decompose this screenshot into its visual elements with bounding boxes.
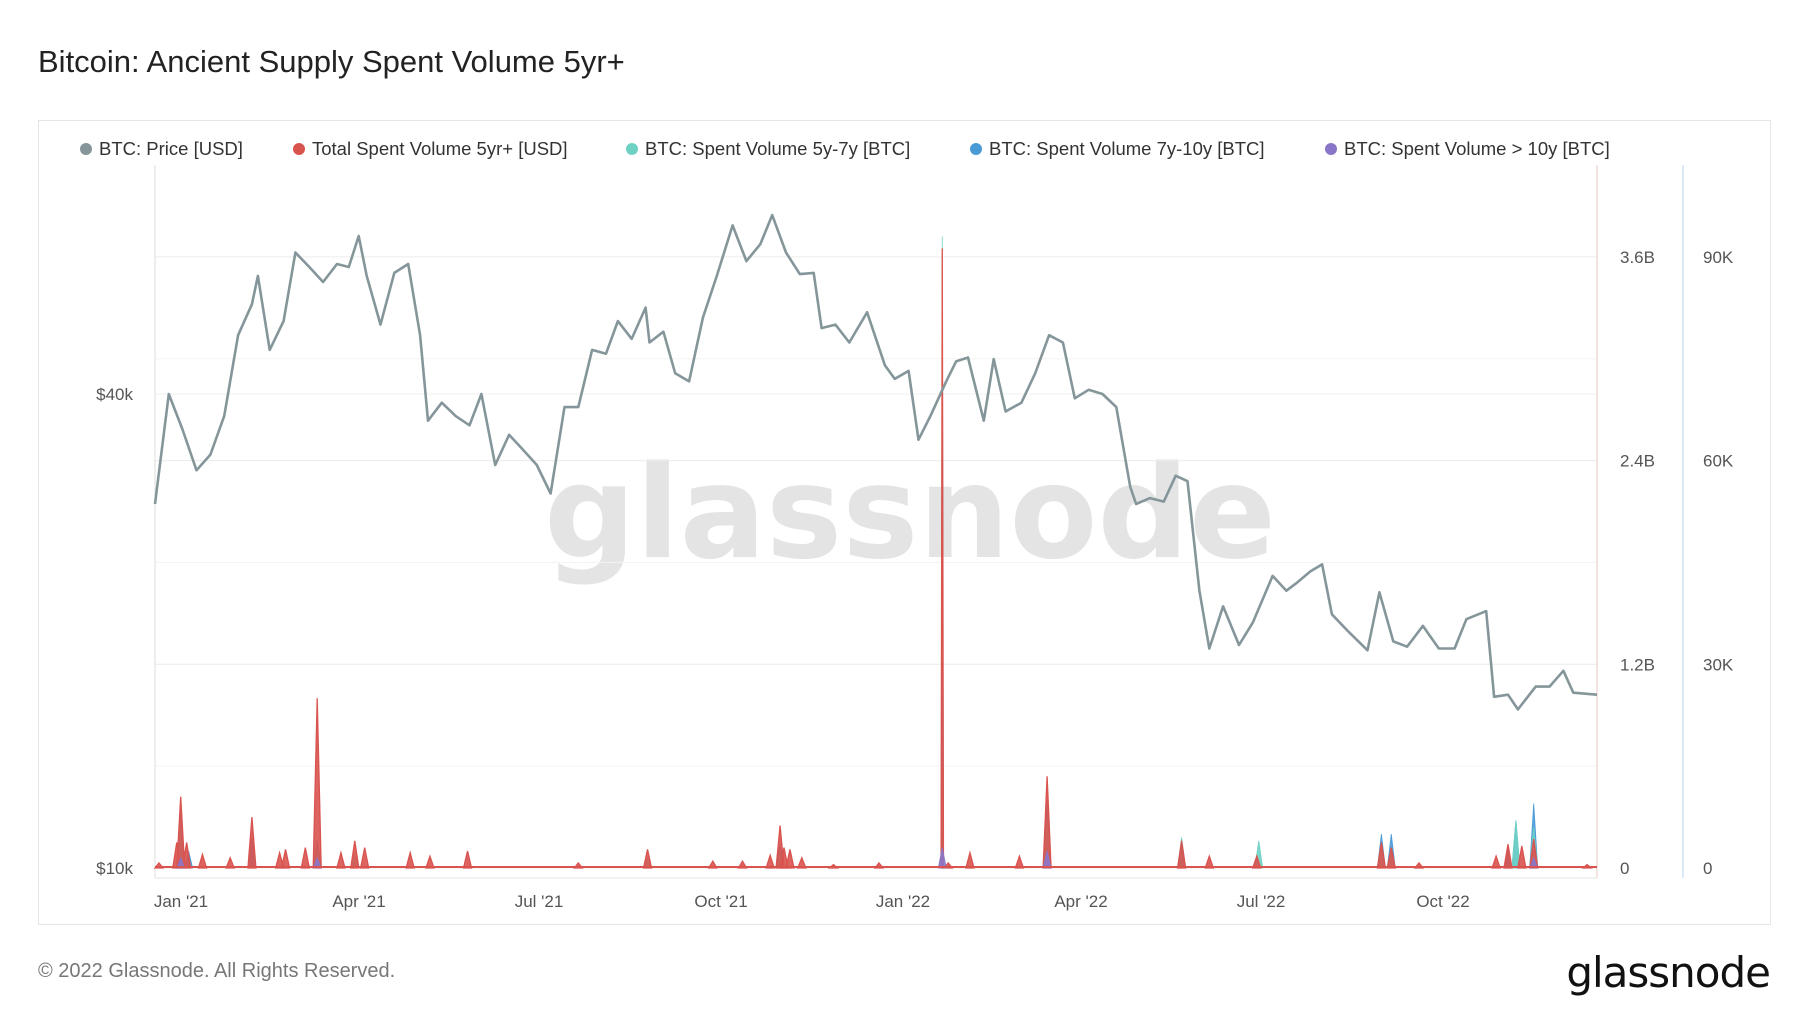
- x-tick-label: Jul '21: [515, 892, 564, 911]
- y-usd-tick-label: 2.4B: [1620, 452, 1655, 471]
- y-left-tick-label: $40k: [96, 385, 133, 404]
- copyright-text: © 2022 Glassnode. All Rights Reserved.: [38, 960, 396, 982]
- spike-total_usd: [197, 852, 208, 869]
- y-usd-tick-label: 1.2B: [1620, 655, 1655, 674]
- spike-total_usd: [462, 850, 473, 869]
- x-tick-label: Oct '22: [1416, 892, 1469, 911]
- legend-item-10y-plus[interactable]: BTC: Spent Volume > 10y [BTC]: [1325, 138, 1610, 160]
- y-left-tick-label: $10k: [96, 859, 133, 878]
- legend-item-5y-7y[interactable]: BTC: Spent Volume 5y-7y [BTC]: [626, 138, 910, 160]
- watermark: glassnode: [544, 439, 1276, 588]
- chart-frame: [38, 120, 1771, 925]
- glassnode-logo: glassnode: [1566, 948, 1771, 997]
- legend-dot-icon: [293, 143, 305, 155]
- legend-dot-icon: [970, 143, 982, 155]
- legend-item-7y-10y[interactable]: BTC: Spent Volume 7y-10y [BTC]: [970, 138, 1265, 160]
- legend-dot-icon: [80, 143, 92, 155]
- spike-v10: [937, 847, 947, 869]
- legend-dot-icon: [626, 143, 638, 155]
- legend-label: Total Spent Volume 5yr+ [USD]: [312, 138, 568, 159]
- series: [153, 213, 1598, 869]
- x-tick-label: Apr '21: [332, 892, 385, 911]
- spike-total_usd: [247, 817, 257, 869]
- spike-total_usd: [1503, 844, 1513, 869]
- spike-total_usd: [280, 849, 291, 869]
- x-tick-label: Jul '22: [1237, 892, 1286, 911]
- y-btc-tick-label: 0: [1703, 859, 1712, 878]
- y-btc-tick-label: 60K: [1703, 452, 1734, 471]
- x-tick-label: Jan '21: [154, 892, 208, 911]
- spike-total_usd: [785, 849, 795, 869]
- legend-item-total-usd[interactable]: Total Spent Volume 5yr+ [USD]: [293, 138, 568, 160]
- y-btc-tick-label: 30K: [1703, 655, 1734, 674]
- spike-total_usd: [405, 850, 416, 869]
- legend-label: BTC: Price [USD]: [99, 138, 243, 159]
- legend-label: BTC: Spent Volume 7y-10y [BTC]: [989, 138, 1265, 159]
- axes: [154, 165, 1684, 879]
- spike-total_usd: [1176, 840, 1187, 869]
- legend-label: BTC: Spent Volume > 10y [BTC]: [1344, 138, 1610, 159]
- price-line: [153, 213, 1598, 711]
- spike-total_usd: [965, 850, 975, 869]
- y-usd-tick-label: 3.6B: [1620, 248, 1655, 267]
- spike-total_usd: [336, 850, 346, 869]
- tick-labels: Jan '21 Apr '21 Jul '21 Oct '21 Jan '22 Apr '…: [96, 248, 1734, 911]
- spike-total_usd: [312, 698, 322, 869]
- x-tick-label: Jan '22: [876, 892, 930, 911]
- legend-label: BTC: Spent Volume 5y-7y [BTC]: [645, 138, 911, 159]
- x-tick-label: Apr '22: [1054, 892, 1107, 911]
- spike-total_usd: [300, 847, 311, 869]
- grid-lines: [155, 256, 1597, 869]
- spike-total_usd: [350, 840, 360, 869]
- x-tick-label: Oct '21: [694, 892, 747, 911]
- y-usd-tick-label: 0: [1620, 859, 1629, 878]
- spike-total_usd: [642, 849, 653, 869]
- y-btc-tick-label: 90K: [1703, 248, 1734, 267]
- spike-total_usd: [940, 248, 945, 869]
- spike-total_usd: [359, 847, 370, 869]
- legend-item-price[interactable]: BTC: Price [USD]: [80, 138, 243, 160]
- chart-title: Bitcoin: Ancient Supply Spent Volume 5yr…: [38, 44, 625, 79]
- legend-dot-icon: [1325, 143, 1337, 155]
